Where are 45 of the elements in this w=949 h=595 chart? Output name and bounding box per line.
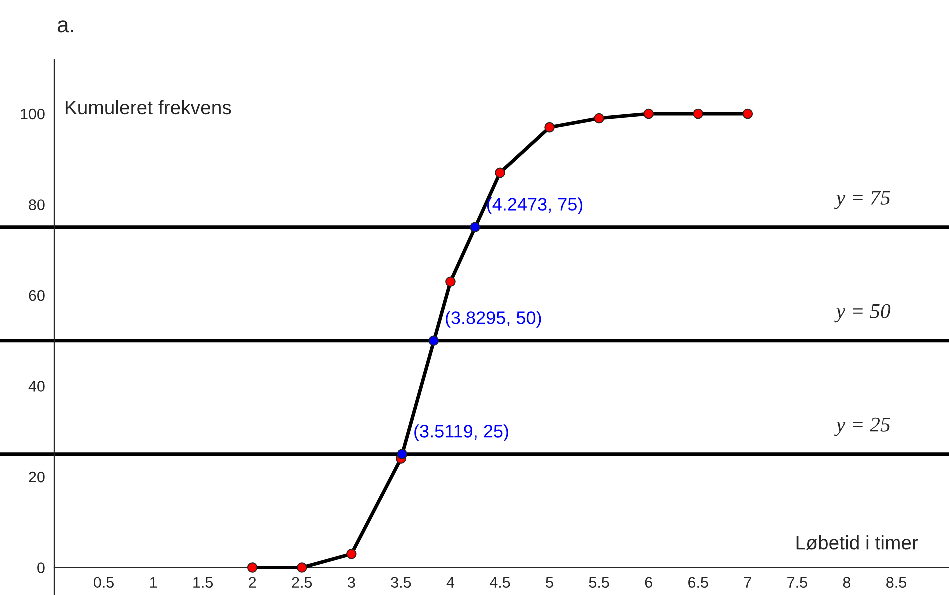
y-tick-label: 100 bbox=[21, 108, 45, 120]
x-axis-title: Løbetid i timer bbox=[796, 536, 918, 550]
ref-line-label: y = 25 bbox=[834, 418, 890, 436]
point bbox=[544, 122, 555, 133]
y-tick-label: 40 bbox=[28, 381, 45, 392]
x-tick-label: 1.5 bbox=[194, 577, 214, 588]
x-tick-label: 7.5 bbox=[788, 577, 808, 588]
x-tick-label: 5.5 bbox=[589, 577, 610, 588]
x-tick-label: 1 bbox=[150, 577, 158, 588]
x-tick-label: 4.5 bbox=[490, 577, 510, 588]
ref-line-label: y = 50 bbox=[834, 304, 891, 323]
x-tick-label: 4 bbox=[446, 577, 455, 588]
point bbox=[594, 113, 604, 124]
x-tick-label: 5 bbox=[546, 577, 554, 588]
x-tick-label: 3.5 bbox=[391, 577, 412, 588]
point bbox=[428, 336, 439, 346]
point bbox=[693, 108, 704, 120]
x-tick-label: 6.5 bbox=[688, 577, 708, 588]
x-tick-label: 6 bbox=[645, 577, 652, 588]
point bbox=[644, 108, 654, 120]
x-tick-label: 0.5 bbox=[94, 577, 114, 588]
annotation: (3.8295, 50) bbox=[446, 311, 542, 328]
point bbox=[446, 276, 456, 288]
y-tick-label: 60 bbox=[29, 290, 45, 302]
point bbox=[296, 562, 308, 573]
point bbox=[346, 549, 357, 560]
x-tick-label: 2.5 bbox=[292, 577, 312, 588]
point bbox=[742, 108, 754, 120]
point bbox=[397, 449, 408, 460]
x-tick-label: 7 bbox=[744, 577, 752, 588]
y-axis-title: Kumuleret frekvens bbox=[66, 100, 232, 115]
y-tick-label: 20 bbox=[29, 472, 45, 483]
x-tick-label: 8 bbox=[843, 577, 851, 588]
annotation: (3.5119, 25) bbox=[414, 424, 508, 442]
y-tick-label: 80 bbox=[29, 200, 45, 210]
x-tick-label: 2 bbox=[249, 577, 256, 588]
annotation: (4.2473, 75) bbox=[487, 198, 583, 214]
point bbox=[470, 222, 480, 233]
ref-line-label: y = 75 bbox=[834, 191, 890, 210]
x-tick-label: 8.5 bbox=[886, 577, 906, 588]
y-tick-label: 0 bbox=[38, 562, 45, 574]
chart-title: a. bbox=[58, 20, 74, 33]
point bbox=[495, 168, 506, 178]
point bbox=[247, 562, 258, 573]
x-tick-label: 3 bbox=[348, 577, 356, 588]
